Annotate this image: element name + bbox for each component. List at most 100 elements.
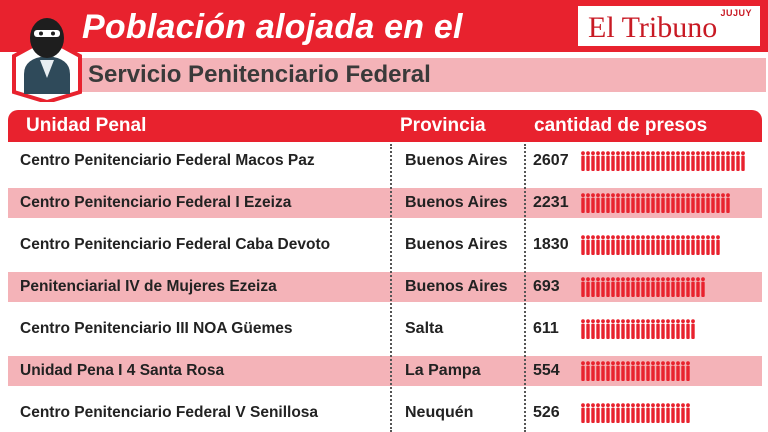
person-icon (696, 277, 700, 297)
person-icon (616, 319, 620, 339)
person-icon (726, 193, 730, 213)
person-icon (601, 235, 605, 255)
person-icon (681, 235, 685, 255)
person-icon (686, 151, 690, 171)
person-icon (666, 319, 670, 339)
person-icon (691, 235, 695, 255)
person-icon (686, 277, 690, 297)
person-icon (716, 235, 720, 255)
person-icon (626, 403, 630, 423)
person-icon (601, 361, 605, 381)
person-icon (661, 277, 665, 297)
person-icon (591, 235, 595, 255)
person-icon (631, 277, 635, 297)
person-icon (581, 193, 585, 213)
logo-region: JUJUY (720, 8, 752, 18)
person-icon (676, 151, 680, 171)
person-icon (581, 151, 585, 171)
cell-presos: 2231 (533, 194, 569, 211)
person-icon (681, 319, 685, 339)
pictogram-bar (581, 403, 690, 423)
cell-provincia: Buenos Aires (405, 194, 508, 211)
prisoner-emblem-icon (12, 18, 82, 102)
person-icon (716, 193, 720, 213)
person-icon (581, 361, 585, 381)
person-icon (676, 235, 680, 255)
pictogram-bar (581, 193, 730, 213)
person-icon (651, 277, 655, 297)
person-icon (641, 151, 645, 171)
person-icon (681, 193, 685, 213)
person-icon (636, 277, 640, 297)
person-icon (621, 235, 625, 255)
person-icon (641, 277, 645, 297)
person-icon (651, 151, 655, 171)
table-row: Centro Penitenciario Federal V Senillosa… (8, 398, 762, 428)
cell-unidad: Centro Penitenciario Federal V Senillosa (20, 404, 319, 421)
person-icon (606, 193, 610, 213)
person-icon (656, 277, 660, 297)
person-icon (686, 361, 690, 381)
person-icon (626, 277, 630, 297)
person-icon (636, 319, 640, 339)
person-icon (676, 403, 680, 423)
person-icon (646, 277, 650, 297)
person-icon (691, 277, 695, 297)
cell-provincia: Salta (405, 320, 444, 337)
person-icon (626, 151, 630, 171)
person-icon (736, 151, 740, 171)
person-icon (701, 235, 705, 255)
person-icon (686, 235, 690, 255)
person-icon (586, 319, 590, 339)
person-icon (701, 277, 705, 297)
person-icon (676, 277, 680, 297)
person-icon (586, 235, 590, 255)
person-icon (596, 361, 600, 381)
cell-unidad: Centro Penitenciario Federal I Ezeiza (20, 194, 292, 211)
person-icon (711, 235, 715, 255)
cell-presos: 526 (533, 404, 560, 421)
person-icon (626, 361, 630, 381)
person-icon (706, 193, 710, 213)
person-icon (641, 235, 645, 255)
person-icon (656, 319, 660, 339)
person-icon (686, 319, 690, 339)
table-header: Unidad Penal Provincia cantidad de preso… (8, 110, 762, 142)
person-icon (671, 277, 675, 297)
cell-provincia: Buenos Aires (405, 278, 508, 295)
person-icon (636, 235, 640, 255)
person-icon (641, 361, 645, 381)
person-icon (616, 403, 620, 423)
person-icon (591, 151, 595, 171)
person-icon (601, 319, 605, 339)
table-row: Centro Penitenciario Federal I Ezeiza Bu… (8, 188, 762, 218)
person-icon (626, 235, 630, 255)
cell-presos: 611 (533, 320, 559, 337)
person-icon (711, 151, 715, 171)
person-icon (666, 193, 670, 213)
person-icon (586, 193, 590, 213)
person-icon (606, 361, 610, 381)
person-icon (706, 151, 710, 171)
person-icon (621, 319, 625, 339)
person-icon (611, 361, 615, 381)
person-icon (731, 151, 735, 171)
column-header-cantidad: cantidad de presos (534, 115, 708, 136)
person-icon (656, 361, 660, 381)
person-icon (691, 319, 695, 339)
person-icon (681, 151, 685, 171)
person-icon (651, 403, 655, 423)
person-icon (686, 193, 690, 213)
person-icon (666, 403, 670, 423)
person-icon (661, 403, 665, 423)
person-icon (726, 151, 730, 171)
person-icon (646, 193, 650, 213)
person-icon (611, 319, 615, 339)
person-icon (666, 151, 670, 171)
person-icon (596, 403, 600, 423)
person-icon (651, 319, 655, 339)
person-icon (621, 361, 625, 381)
person-icon (581, 235, 585, 255)
person-icon (591, 277, 595, 297)
person-icon (721, 193, 725, 213)
